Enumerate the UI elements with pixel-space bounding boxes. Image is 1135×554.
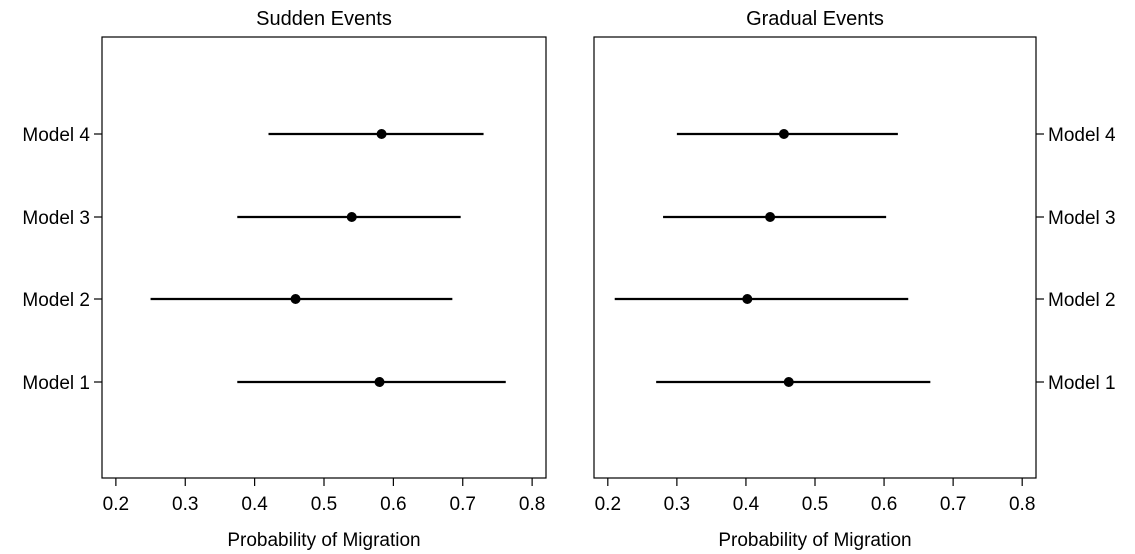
plot-frame	[593, 36, 1037, 479]
y-tick-label: Model 3	[1048, 208, 1116, 229]
x-tick-label: 0.3	[664, 494, 690, 515]
point-estimate-marker	[290, 294, 301, 304]
panel-gradual-events: Gradual Events Probability of Migration 0.…	[593, 8, 1116, 551]
point-estimate-marker	[765, 212, 776, 222]
x-tick-label: 0.7	[450, 494, 476, 515]
x-tick-label: 0.8	[519, 494, 545, 515]
x-tick-label: 0.6	[871, 494, 897, 515]
x-tick-label: 0.5	[802, 494, 828, 515]
y-tick-label: Model 1	[22, 373, 90, 394]
x-tick-label: 0.2	[595, 494, 621, 515]
y-tick-label: Model 4	[1048, 125, 1116, 146]
x-tick-label: 0.6	[380, 494, 406, 515]
point-estimate-marker	[783, 377, 794, 387]
panel-title: Sudden Events	[256, 8, 392, 30]
point-estimate-marker	[374, 377, 385, 387]
panel-sudden-events: Sudden Events Probability of Migration 0.2…	[22, 8, 547, 551]
y-tick-label: Model 2	[1048, 290, 1116, 311]
point-estimate-marker	[742, 294, 753, 304]
point-estimate-marker	[376, 129, 387, 139]
x-tick-label: 0.4	[733, 494, 760, 515]
y-tick-label: Model 2	[22, 290, 90, 311]
panel-title: Gradual Events	[746, 8, 884, 30]
x-tick-label: 0.2	[103, 494, 129, 515]
y-tick-label: Model 3	[22, 208, 90, 229]
y-tick-label: Model 1	[1048, 373, 1116, 394]
point-estimate-marker	[778, 129, 789, 139]
x-axis-label: Probability of Migration	[227, 530, 420, 551]
x-tick-label: 0.7	[940, 494, 966, 515]
x-tick-label: 0.5	[311, 494, 337, 515]
y-tick-label: Model 4	[22, 125, 90, 146]
x-axis-label: Probability of Migration	[718, 530, 911, 551]
x-tick-label: 0.8	[1009, 494, 1035, 515]
plot-frame	[101, 36, 547, 479]
x-tick-label: 0.4	[241, 494, 268, 515]
x-tick-label: 0.3	[172, 494, 198, 515]
point-estimate-marker	[346, 212, 357, 222]
